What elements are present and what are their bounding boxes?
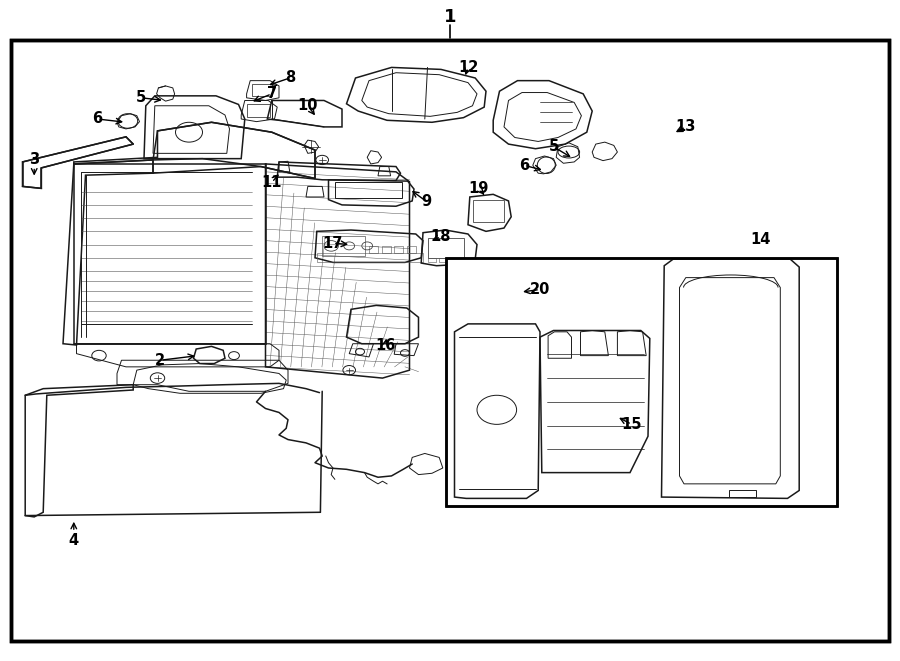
Text: 20: 20 (530, 282, 550, 297)
Text: 9: 9 (421, 194, 432, 209)
Text: 5: 5 (136, 91, 147, 105)
Text: 19: 19 (469, 181, 489, 196)
Text: 3: 3 (29, 153, 40, 167)
Text: 16: 16 (375, 338, 395, 352)
Bar (335, 182, 402, 198)
Bar (439, 258, 446, 262)
Text: 6: 6 (92, 112, 103, 126)
Bar (428, 258, 436, 262)
Bar (450, 258, 457, 262)
Bar (394, 246, 403, 253)
Bar (407, 246, 416, 253)
Text: 14: 14 (751, 232, 770, 247)
Text: 4: 4 (68, 533, 79, 548)
Bar (428, 238, 464, 258)
Text: 1: 1 (444, 7, 456, 26)
Bar (473, 200, 504, 222)
Text: 12: 12 (458, 60, 478, 75)
Text: 11: 11 (262, 175, 282, 190)
Bar (317, 253, 423, 262)
Text: 7: 7 (266, 87, 277, 101)
Text: 17: 17 (323, 236, 343, 251)
Text: 2: 2 (155, 353, 166, 368)
Text: 10: 10 (298, 98, 318, 113)
Text: 15: 15 (622, 417, 642, 432)
Bar (461, 258, 468, 262)
Text: 5: 5 (548, 139, 559, 154)
Text: 18: 18 (431, 229, 451, 244)
Bar (252, 84, 272, 96)
Text: 8: 8 (284, 71, 295, 85)
Bar (382, 246, 391, 253)
Bar (446, 258, 837, 506)
Bar (322, 236, 365, 256)
Bar (369, 246, 378, 253)
Bar (247, 104, 270, 117)
Text: 13: 13 (676, 120, 696, 134)
Bar (495, 288, 517, 301)
Bar (446, 258, 837, 506)
Text: 6: 6 (518, 158, 529, 173)
